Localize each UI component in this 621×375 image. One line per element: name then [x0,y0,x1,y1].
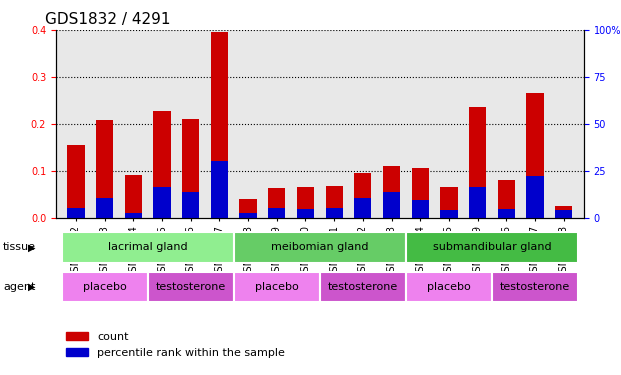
Bar [125,213,142,217]
Bar [153,187,171,218]
Legend: count, percentile rank within the sample: count, percentile rank within the sample [61,327,289,362]
FancyBboxPatch shape [320,272,406,302]
Bar [469,107,486,218]
Text: tissue: tissue [3,243,36,252]
Bar [96,198,113,217]
FancyBboxPatch shape [233,232,406,262]
Bar [182,192,199,217]
Text: testosterone: testosterone [500,282,570,292]
Bar [125,176,142,217]
Bar [268,188,286,218]
Bar [527,176,543,218]
Text: submandibular gland: submandibular gland [433,243,551,252]
FancyBboxPatch shape [406,272,492,302]
Text: ▶: ▶ [28,243,35,252]
Bar [412,200,429,217]
Bar [67,208,84,218]
FancyBboxPatch shape [148,272,233,302]
Bar [268,208,286,218]
Bar [555,210,573,218]
Text: meibomian gland: meibomian gland [271,243,369,252]
Bar [555,206,573,218]
Text: placebo: placebo [427,282,471,292]
Bar [297,209,314,218]
Bar [297,187,314,218]
Bar [383,192,400,217]
Bar [497,180,515,218]
Bar [325,208,343,218]
Text: placebo: placebo [255,282,299,292]
Bar [67,145,84,218]
Bar [469,187,486,218]
Text: agent: agent [3,282,35,292]
FancyBboxPatch shape [61,272,148,302]
Text: testosterone: testosterone [328,282,398,292]
Text: placebo: placebo [83,282,127,292]
Text: ▶: ▶ [28,282,35,292]
FancyBboxPatch shape [492,272,578,302]
Text: testosterone: testosterone [156,282,226,292]
Bar [240,213,256,217]
Bar [354,173,371,217]
FancyBboxPatch shape [61,232,233,262]
Bar [440,210,458,218]
FancyBboxPatch shape [406,232,578,262]
Text: lacrimal gland: lacrimal gland [108,243,188,252]
Bar [497,209,515,218]
Bar [383,166,400,218]
Bar [325,186,343,218]
Bar [153,111,171,218]
Text: GDS1832 / 4291: GDS1832 / 4291 [45,12,171,27]
Bar [412,168,429,217]
Bar [527,93,543,218]
Bar [240,199,256,217]
Bar [211,32,228,218]
FancyBboxPatch shape [233,272,320,302]
Bar [96,120,113,218]
Bar [354,198,371,217]
Bar [440,187,458,218]
Bar [182,119,199,218]
Bar [211,161,228,218]
